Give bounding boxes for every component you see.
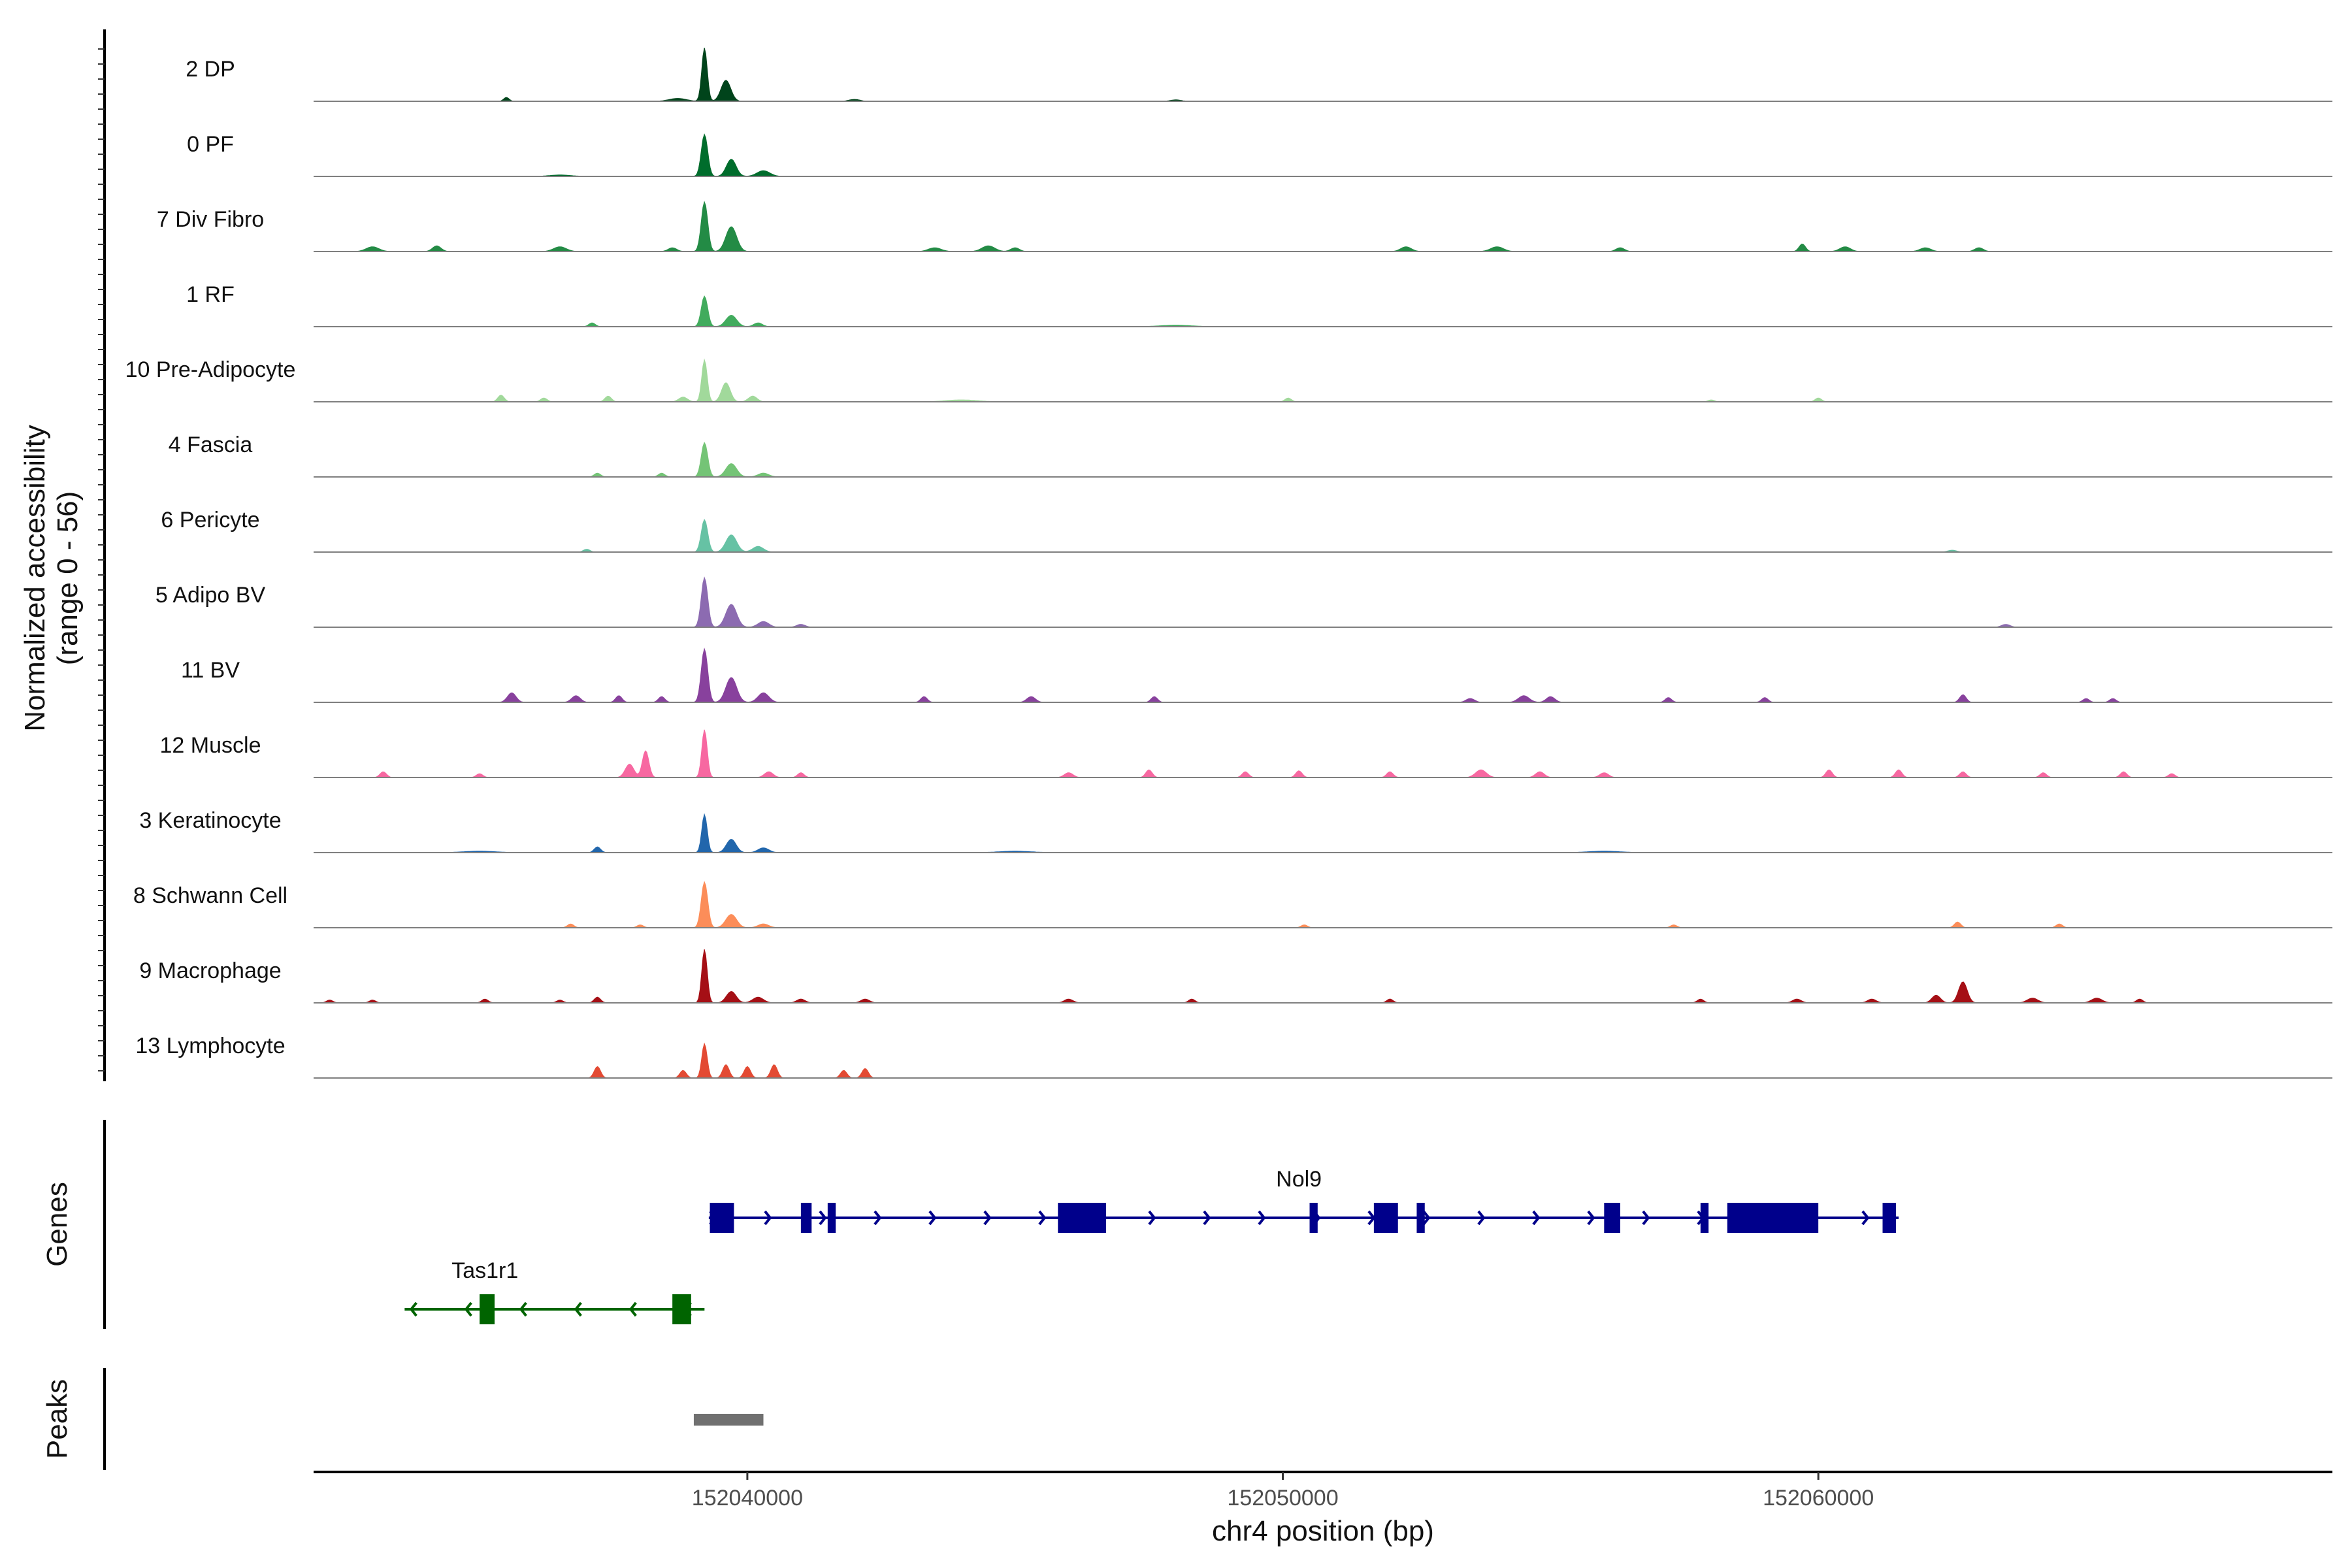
coverage-area bbox=[314, 647, 2332, 703]
track-label: 7 Div Fibro bbox=[157, 207, 264, 232]
track-0-pf: 0 PF bbox=[187, 132, 2332, 177]
exon bbox=[1373, 1203, 1398, 1233]
peak-region bbox=[693, 1414, 764, 1426]
gene-tas1r1: Tas1r1 bbox=[404, 1258, 705, 1324]
gene-label: Nol9 bbox=[1276, 1167, 1322, 1192]
coverage-area bbox=[314, 949, 2332, 1004]
strand-arrow bbox=[464, 1301, 472, 1317]
x-axis-ticks: 152040000 152050000 152060000 bbox=[692, 1472, 1874, 1511]
coverage-area bbox=[314, 201, 2332, 252]
track-5-adipo-bv: 5 Adipo BV bbox=[155, 576, 2332, 628]
track-11-bv: 11 BV bbox=[181, 647, 2332, 703]
exon bbox=[710, 1203, 734, 1233]
track-9-macrophage: 9 Macrophage bbox=[139, 949, 2332, 1004]
track-10-pre-adipocyte: 10 Pre-Adipocyte bbox=[125, 357, 2332, 402]
gene-nol9: Nol9 bbox=[708, 1167, 1899, 1233]
track-2-dp: 2 DP bbox=[186, 47, 2332, 102]
track-label: 5 Adipo BV bbox=[155, 583, 266, 608]
strand-arrow bbox=[519, 1301, 527, 1317]
x-axis-title: chr4 position (bp) bbox=[1212, 1515, 1434, 1547]
exon bbox=[1309, 1203, 1318, 1233]
y-axis-title: Normalized accessibility bbox=[19, 425, 51, 731]
coverage-area bbox=[314, 519, 2332, 553]
genes-panel-label: Genes bbox=[41, 1182, 73, 1267]
coverage-tracks: 2 DP 0 PF 7 Div Fibro 1 RF 10 Pre-Adipocyte 4… bbox=[125, 47, 2332, 1079]
track-label: 9 Macrophage bbox=[139, 958, 281, 983]
strand-arrow bbox=[1422, 1210, 1431, 1226]
strand-arrow bbox=[1148, 1210, 1156, 1226]
strand-arrow bbox=[629, 1301, 637, 1317]
exon bbox=[1727, 1203, 1819, 1233]
strand-arrow bbox=[574, 1301, 582, 1317]
coverage-area bbox=[314, 358, 2332, 402]
coverage-area bbox=[314, 881, 2332, 928]
exon bbox=[480, 1294, 495, 1324]
exon bbox=[1882, 1203, 1897, 1233]
coverage-area bbox=[314, 295, 2332, 327]
exon bbox=[1700, 1203, 1709, 1233]
x-tick-label: 152040000 bbox=[692, 1486, 803, 1511]
strand-arrow bbox=[1532, 1210, 1541, 1226]
strand-arrow bbox=[874, 1210, 882, 1226]
track-label: 13 Lymphocyte bbox=[135, 1034, 285, 1058]
track-13-lymphocyte: 13 Lymphocyte bbox=[135, 1034, 2332, 1079]
exon bbox=[800, 1203, 812, 1233]
coverage-area bbox=[314, 47, 2332, 102]
track-label: 8 Schwann Cell bbox=[133, 883, 287, 908]
strand-arrow bbox=[1587, 1210, 1595, 1226]
exon bbox=[1604, 1203, 1620, 1233]
strand-arrow bbox=[764, 1210, 772, 1226]
strand-arrow bbox=[983, 1210, 992, 1226]
y-axis bbox=[98, 29, 106, 1081]
track-1-rf: 1 RF bbox=[186, 282, 2332, 327]
coverage-area bbox=[314, 133, 2332, 177]
exon bbox=[672, 1294, 691, 1324]
x-tick-label: 152050000 bbox=[1227, 1486, 1338, 1511]
track-label: 3 Keratinocyte bbox=[139, 808, 281, 833]
track-4-fascia: 4 Fascia bbox=[169, 433, 2332, 478]
strand-arrow bbox=[1038, 1210, 1047, 1226]
track-label: 2 DP bbox=[186, 57, 235, 82]
peaks-panel-label: Peaks bbox=[41, 1379, 73, 1459]
strand-arrow bbox=[1203, 1210, 1211, 1226]
track-7-div-fibro: 7 Div Fibro bbox=[157, 201, 2332, 252]
strand-arrow bbox=[1642, 1210, 1650, 1226]
exon bbox=[827, 1203, 836, 1233]
coverage-area bbox=[314, 729, 2332, 778]
track-label: 12 Muscle bbox=[160, 733, 261, 758]
coverage-area bbox=[314, 1042, 2332, 1079]
track-label: 4 Fascia bbox=[169, 433, 253, 457]
coverage-area bbox=[314, 576, 2332, 628]
track-label: 1 RF bbox=[186, 282, 235, 307]
y-axis-subtitle: (range 0 - 56) bbox=[52, 491, 84, 666]
strand-arrow bbox=[409, 1301, 417, 1317]
strand-arrow bbox=[1258, 1210, 1266, 1226]
strand-arrow bbox=[928, 1210, 937, 1226]
gene-label: Tas1r1 bbox=[451, 1258, 518, 1283]
peaks-panel bbox=[693, 1414, 764, 1426]
genes-panel: Nol9 Tas1r1 bbox=[404, 1167, 1899, 1324]
track-3-keratinocyte: 3 Keratinocyte bbox=[139, 808, 2332, 853]
track-6-pericyte: 6 Pericyte bbox=[161, 508, 2332, 553]
strand-arrow bbox=[819, 1210, 827, 1226]
track-label: 10 Pre-Adipocyte bbox=[125, 357, 296, 382]
track-12-muscle: 12 Muscle bbox=[160, 729, 2332, 778]
strand-arrow bbox=[1477, 1210, 1486, 1226]
coverage-area bbox=[314, 813, 2332, 853]
coverage-area bbox=[314, 442, 2332, 478]
track-8-schwann-cell: 8 Schwann Cell bbox=[133, 881, 2332, 928]
track-label: 0 PF bbox=[187, 132, 234, 157]
x-tick-label: 152060000 bbox=[1763, 1486, 1874, 1511]
track-label: 11 BV bbox=[181, 658, 240, 683]
track-label: 6 Pericyte bbox=[161, 508, 259, 532]
strand-arrow bbox=[1861, 1210, 1870, 1226]
exon bbox=[1416, 1203, 1425, 1233]
exon bbox=[1058, 1203, 1107, 1233]
